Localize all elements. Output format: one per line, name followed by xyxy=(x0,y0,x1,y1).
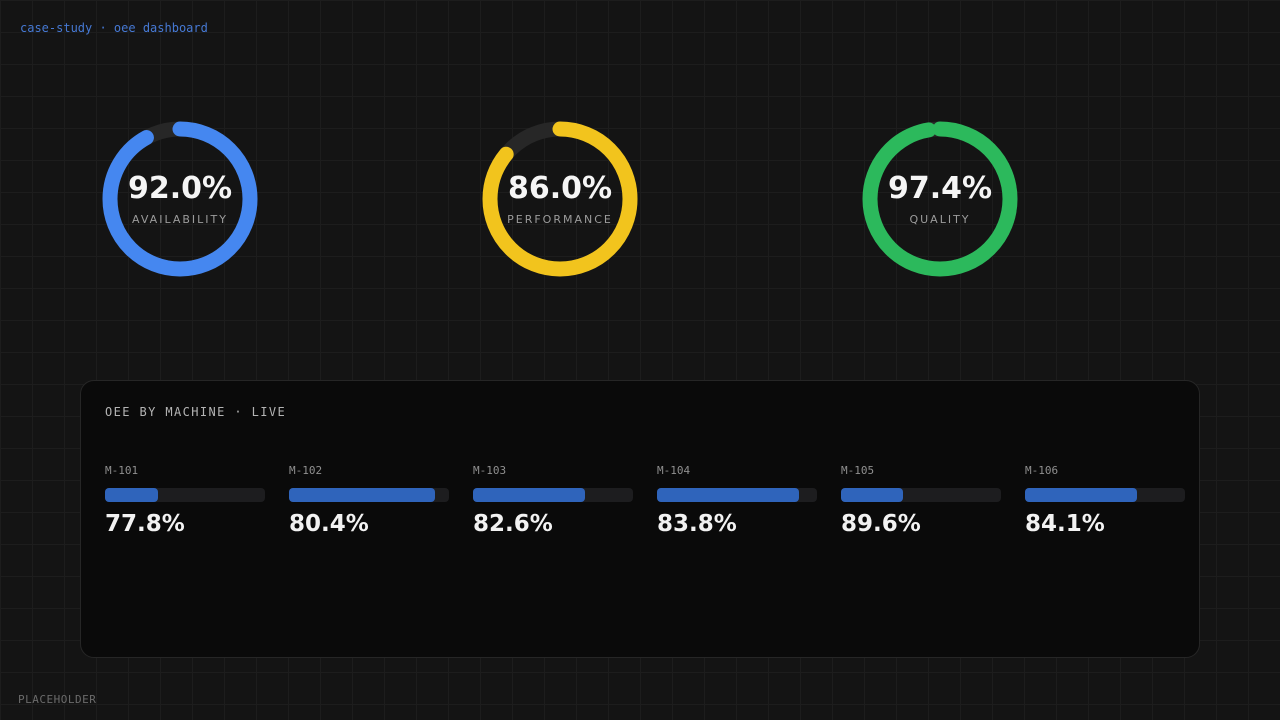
machine-bar-fill xyxy=(105,488,158,502)
machine-bar-track xyxy=(1025,488,1185,502)
gauge-ring xyxy=(102,121,258,277)
gauge-label: QUALITY xyxy=(909,213,971,226)
machine-cell-m105: M-105 89.6% xyxy=(841,464,1001,538)
machine-cell-m101: M-101 77.8% xyxy=(105,464,265,538)
machine-name: M-105 xyxy=(841,464,875,477)
gauge-text: 97.4% QUALITY xyxy=(860,119,1020,279)
machine-bar-fill xyxy=(289,488,435,502)
gauge-text: 92.0% AVAILABILITY xyxy=(100,119,260,279)
machine-value: 77.8% xyxy=(105,511,185,537)
gauge-ring-fill xyxy=(862,121,1018,277)
gauge-ring-fill xyxy=(102,121,258,277)
gauge-ring-fill xyxy=(482,121,638,277)
machine-name: M-106 xyxy=(1025,464,1059,477)
machine-name: M-102 xyxy=(289,464,323,477)
gauge-quality: 97.4% QUALITY xyxy=(860,119,1020,279)
machine-bar-fill xyxy=(1025,488,1137,502)
machine-value: 82.6% xyxy=(473,511,553,537)
gauge-ring xyxy=(482,121,638,277)
gauge-value: 92.0% xyxy=(127,171,233,206)
machine-value: 89.6% xyxy=(841,511,921,537)
footer-placeholder: PLACEHOLDER xyxy=(18,693,97,706)
oee-by-machine-panel: OEE BY MACHINE · LIVE M-101 77.8% M-102 … xyxy=(80,380,1200,658)
gauge-text: 86.0% PERFORMANCE xyxy=(480,119,640,279)
machine-value: 80.4% xyxy=(289,511,369,537)
gauge-label: AVAILABILITY xyxy=(132,213,228,226)
machine-cell-m106: M-106 84.1% xyxy=(1025,464,1185,538)
gauge-availability: 92.0% AVAILABILITY xyxy=(100,119,260,279)
machine-value: 83.8% xyxy=(657,511,737,537)
machine-bar-track xyxy=(473,488,633,502)
gauge-performance: 86.0% PERFORMANCE xyxy=(480,119,640,279)
gauge-ring xyxy=(862,121,1018,277)
machine-grid: M-101 77.8% M-102 80.4% M-103 82.6% xyxy=(105,464,1185,538)
breadcrumb: case-study · oee dashboard xyxy=(20,21,208,35)
panel-title: OEE BY MACHINE · LIVE xyxy=(105,405,287,419)
kpi-gauge-row: 92.0% AVAILABILITY 86.0% PERFORMANCE 97.… xyxy=(100,119,1020,279)
machine-name: M-104 xyxy=(657,464,691,477)
machine-bar-fill xyxy=(473,488,585,502)
machine-cell-m102: M-102 80.4% xyxy=(289,464,449,538)
machine-bar-fill xyxy=(841,488,904,502)
machine-bar-track xyxy=(289,488,449,502)
machine-bar-track xyxy=(841,488,1001,502)
gauge-value: 97.4% xyxy=(887,171,993,206)
gauge-label: PERFORMANCE xyxy=(507,213,613,226)
machine-cell-m103: M-103 82.6% xyxy=(473,464,633,538)
machine-name: M-103 xyxy=(473,464,507,477)
machine-bar-track xyxy=(105,488,265,502)
gauge-value: 86.0% xyxy=(507,171,613,206)
machine-bar-fill xyxy=(657,488,800,502)
machine-cell-m104: M-104 83.8% xyxy=(657,464,817,538)
machine-bar-track xyxy=(657,488,817,502)
machine-value: 84.1% xyxy=(1025,511,1105,537)
machine-name: M-101 xyxy=(105,464,139,477)
